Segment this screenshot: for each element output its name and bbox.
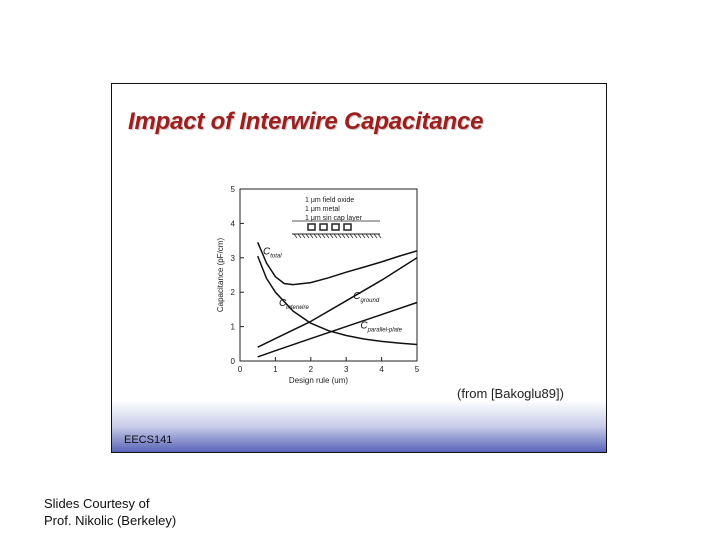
legend-text: 1 μm metal bbox=[305, 206, 340, 213]
series-label-c-parallel-plate: Cparallel-plate bbox=[360, 320, 402, 333]
x-tick-label: 0 bbox=[238, 365, 243, 374]
substrate-hatch bbox=[305, 233, 310, 239]
slide-title: Impact of Interwire Capacitance bbox=[128, 108, 484, 135]
x-tick-label: 4 bbox=[379, 365, 384, 374]
series-label-c-total: Ctotal bbox=[263, 246, 282, 259]
y-tick-label: 5 bbox=[231, 185, 236, 194]
substrate-hatch bbox=[309, 233, 314, 239]
cross-section-legend: 1 μm field oxide 1 μm metal 1 μm sin cap l… bbox=[292, 197, 382, 239]
substrate-hatch bbox=[293, 233, 298, 239]
series-label-c-interwire: Cinterwire bbox=[279, 298, 310, 311]
plot-frame bbox=[239, 188, 418, 362]
x-axis-label: Design rule (um) bbox=[289, 376, 348, 385]
substrate-hatch bbox=[349, 233, 354, 239]
x-tick-label: 2 bbox=[309, 365, 314, 374]
substrate-hatch bbox=[345, 233, 350, 239]
series-line-c-total bbox=[257, 242, 418, 286]
y-tick-label: 3 bbox=[231, 254, 236, 263]
substrate-hatch bbox=[313, 233, 318, 239]
legend-text: 1 μm field oxide bbox=[305, 197, 354, 204]
credits-line-1: Slides Courtesy of bbox=[44, 496, 150, 511]
capacitance-chart: 0 1 2 3 4 5 0 1 2 3 4 5 Design rule (um) Capacitance … bbox=[216, 185, 420, 385]
substrate-hatch bbox=[329, 233, 334, 239]
citation: (from [Bakoglu89]) bbox=[457, 386, 564, 401]
substrate-hatch bbox=[333, 233, 338, 239]
metal-wire-icon bbox=[307, 223, 316, 231]
credits-line-2: Prof. Nikolic (Berkeley) bbox=[44, 513, 177, 528]
substrate-hatch bbox=[297, 233, 302, 239]
chart-axes: 0 1 2 3 4 5 0 1 2 3 4 5 Design rule (um) Capacitance … bbox=[216, 185, 420, 385]
chart-series bbox=[257, 242, 418, 358]
y-tick-label: 4 bbox=[231, 219, 236, 228]
substrate-hatch bbox=[353, 233, 358, 239]
metal-wire-icon bbox=[331, 223, 340, 231]
substrate-hatch bbox=[377, 233, 382, 239]
substrate-hatch bbox=[337, 233, 342, 239]
metal-wire-icon bbox=[343, 223, 352, 231]
substrate-hatch bbox=[369, 233, 374, 239]
x-tick-label: 5 bbox=[415, 365, 420, 374]
series-line-c-parallel-plate bbox=[257, 301, 418, 358]
series-label-c-ground: Cground bbox=[353, 291, 380, 304]
slide-credits: Slides Courtesy of Prof. Nikolic (Berkel… bbox=[44, 495, 176, 529]
y-tick-label: 1 bbox=[231, 323, 236, 332]
legend-text: 1 μm sin cap layer bbox=[305, 215, 363, 222]
series-line-c-interwire bbox=[257, 255, 418, 346]
substrate-hatch bbox=[361, 233, 366, 239]
substrate-hatch bbox=[321, 233, 326, 239]
metal-wire-icon bbox=[319, 223, 328, 231]
x-tick-label: 1 bbox=[273, 365, 278, 374]
substrate-hatch bbox=[301, 233, 306, 239]
substrate-hatch bbox=[373, 233, 378, 239]
series-labels: Ctotal Cinterwire Cground Cparallel-plate bbox=[263, 246, 403, 333]
x-tick-label: 3 bbox=[344, 365, 349, 374]
y-axis-label: Capacitance (pF/cm) bbox=[216, 238, 225, 313]
course-label: EECS141 bbox=[124, 434, 173, 446]
y-tick-label: 2 bbox=[231, 288, 236, 297]
series-line-c-ground bbox=[257, 257, 418, 348]
substrate-hatch bbox=[357, 233, 362, 239]
substrate-hatch bbox=[317, 233, 322, 239]
substrate-hatch bbox=[365, 233, 370, 239]
slide-frame: Impact of Interwire Capacitance 0 1 2 3 4 5 0 1… bbox=[111, 83, 607, 453]
substrate-hatch bbox=[341, 233, 346, 239]
substrate-hatch bbox=[325, 233, 330, 239]
y-tick-label: 0 bbox=[231, 357, 236, 366]
